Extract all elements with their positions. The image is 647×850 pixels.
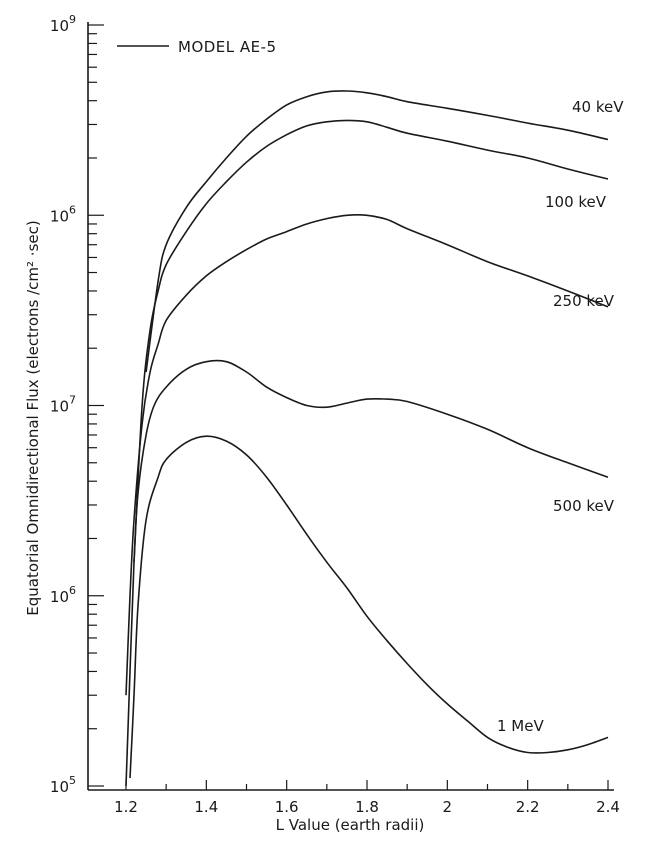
series-label-100-kev: 100 keV bbox=[545, 193, 607, 211]
series-label-500-kev: 500 keV bbox=[553, 497, 615, 515]
y-tick-label-base: 10 bbox=[50, 588, 69, 606]
y-tick-label-exponent: 7 bbox=[69, 394, 76, 407]
series-label-250-kev: 250 keV bbox=[553, 292, 615, 310]
series-line-250-kev bbox=[125, 213, 609, 696]
y-tick-label-exponent: 5 bbox=[69, 774, 76, 787]
y-tick-label-base: 10 bbox=[50, 17, 69, 35]
y-tick-label-exponent: 6 bbox=[69, 203, 76, 216]
x-tick-label: 2 bbox=[443, 798, 453, 816]
y-tick-label-exponent: 9 bbox=[69, 13, 76, 26]
x-axis-label: L Value (earth radii) bbox=[276, 816, 425, 834]
y-tick-label-base: 10 bbox=[50, 207, 69, 225]
y-tick-label: 105 bbox=[50, 774, 76, 796]
y-tick-label-exponent: 6 bbox=[69, 584, 76, 597]
axes bbox=[87, 22, 614, 791]
x-tick-label: 1.2 bbox=[114, 798, 138, 816]
y-tick-label: 106 bbox=[50, 584, 76, 606]
series-label-40-kev: 40 keV bbox=[572, 98, 624, 116]
series-line-100-kev bbox=[133, 119, 609, 563]
x-tick-label: 2.4 bbox=[596, 798, 620, 816]
x-tick-label: 1.6 bbox=[275, 798, 299, 816]
x-tick-label: 1.4 bbox=[194, 798, 218, 816]
series-line-1-mev bbox=[129, 435, 609, 779]
y-tick-label: 106 bbox=[50, 203, 76, 225]
y-tick-label-base: 10 bbox=[50, 778, 69, 796]
curves bbox=[125, 90, 609, 787]
y-tick-label: 109 bbox=[50, 13, 76, 35]
legend-label: MODEL AE-5 bbox=[178, 38, 277, 56]
series-label-1-mev: 1 MeV bbox=[497, 717, 544, 735]
series-line-500-kev bbox=[125, 359, 609, 787]
legend: MODEL AE-5 bbox=[117, 38, 277, 56]
x-tick-label: 1.8 bbox=[355, 798, 379, 816]
ticks bbox=[88, 24, 609, 790]
y-tick-label-base: 10 bbox=[50, 398, 69, 416]
series-line-40-kev bbox=[145, 90, 609, 373]
x-tick-label: 2.2 bbox=[516, 798, 540, 816]
y-tick-label: 107 bbox=[50, 394, 76, 416]
y-axis-label: Equatorial Omnidirectional Flux (electro… bbox=[24, 220, 42, 615]
